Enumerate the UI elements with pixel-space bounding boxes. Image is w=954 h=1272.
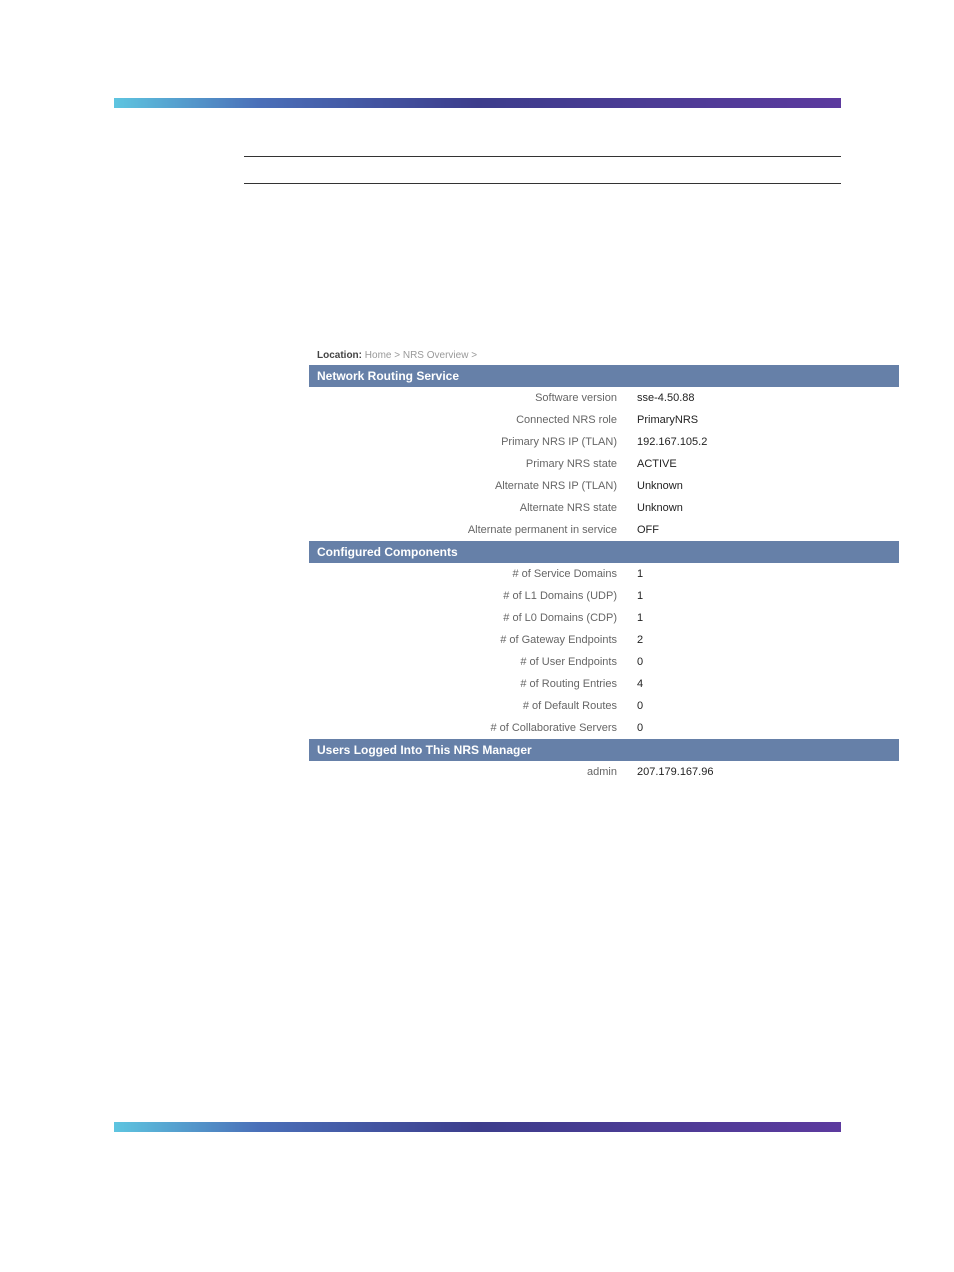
nrs-value: OFF <box>629 519 899 541</box>
breadcrumb-trail[interactable]: Home > NRS Overview > <box>365 350 477 361</box>
nrs-value: ACTIVE <box>629 453 899 475</box>
components-row: # of Collaborative Servers0 <box>309 717 899 739</box>
components-key: # of User Endpoints <box>309 651 629 673</box>
components-row: # of User Endpoints0 <box>309 651 899 673</box>
nrs-key: Primary NRS state <box>309 453 629 475</box>
components-value: 1 <box>629 585 899 607</box>
top-gradient-bar <box>114 98 841 108</box>
nrs-key: Alternate NRS IP (TLAN) <box>309 475 629 497</box>
components-value: 1 <box>629 563 899 585</box>
components-row: # of Gateway Endpoints2 <box>309 629 899 651</box>
components-value: 4 <box>629 673 899 695</box>
components-value: 2 <box>629 629 899 651</box>
users-table: admin207.179.167.96 <box>309 761 899 783</box>
breadcrumb: Location: Home > NRS Overview > <box>309 346 899 365</box>
nrs-value: sse-4.50.88 <box>629 387 899 409</box>
components-key: # of Gateway Endpoints <box>309 629 629 651</box>
nrs-row: Primary NRS IP (TLAN)192.167.105.2 <box>309 431 899 453</box>
components-value: 0 <box>629 695 899 717</box>
bottom-gradient-bar <box>114 1122 841 1132</box>
nrs-key: Alternate NRS state <box>309 497 629 519</box>
components-key: # of Default Routes <box>309 695 629 717</box>
components-row: # of L1 Domains (UDP)1 <box>309 585 899 607</box>
components-row: # of L0 Domains (CDP)1 <box>309 607 899 629</box>
nrs-key: Alternate permanent in service <box>309 519 629 541</box>
horizontal-rule <box>244 156 841 157</box>
nrs-value: Unknown <box>629 475 899 497</box>
nrs-row: Alternate NRS IP (TLAN)Unknown <box>309 475 899 497</box>
section-header-nrs: Network Routing Service <box>309 365 899 387</box>
components-value: 0 <box>629 717 899 739</box>
components-key: # of L1 Domains (UDP) <box>309 585 629 607</box>
components-row: # of Service Domains1 <box>309 563 899 585</box>
components-key: # of Collaborative Servers <box>309 717 629 739</box>
nrs-value: 192.167.105.2 <box>629 431 899 453</box>
nrs-key: Software version <box>309 387 629 409</box>
nrs-value: Unknown <box>629 497 899 519</box>
nrs-row: Alternate NRS stateUnknown <box>309 497 899 519</box>
components-key: # of L0 Domains (CDP) <box>309 607 629 629</box>
section-header-users: Users Logged Into This NRS Manager <box>309 739 899 761</box>
components-value: 0 <box>629 651 899 673</box>
section-header-components: Configured Components <box>309 541 899 563</box>
components-key: # of Routing Entries <box>309 673 629 695</box>
components-value: 1 <box>629 607 899 629</box>
nrs-row: Primary NRS stateACTIVE <box>309 453 899 475</box>
components-table: # of Service Domains1# of L1 Domains (UD… <box>309 563 899 739</box>
components-key: # of Service Domains <box>309 563 629 585</box>
nrs-row: Software versionsse-4.50.88 <box>309 387 899 409</box>
nrs-row: Connected NRS rolePrimaryNRS <box>309 409 899 431</box>
content-area: Location: Home > NRS Overview > Network … <box>309 346 899 783</box>
nrs-row: Alternate permanent in serviceOFF <box>309 519 899 541</box>
nrs-value: PrimaryNRS <box>629 409 899 431</box>
nrs-table: Software versionsse-4.50.88Connected NRS… <box>309 387 899 541</box>
users-key: admin <box>309 761 629 783</box>
breadcrumb-label: Location: <box>317 350 362 361</box>
nrs-key: Connected NRS role <box>309 409 629 431</box>
users-row: admin207.179.167.96 <box>309 761 899 783</box>
components-row: # of Routing Entries4 <box>309 673 899 695</box>
users-value: 207.179.167.96 <box>629 761 899 783</box>
components-row: # of Default Routes0 <box>309 695 899 717</box>
horizontal-rule <box>244 183 841 184</box>
nrs-key: Primary NRS IP (TLAN) <box>309 431 629 453</box>
